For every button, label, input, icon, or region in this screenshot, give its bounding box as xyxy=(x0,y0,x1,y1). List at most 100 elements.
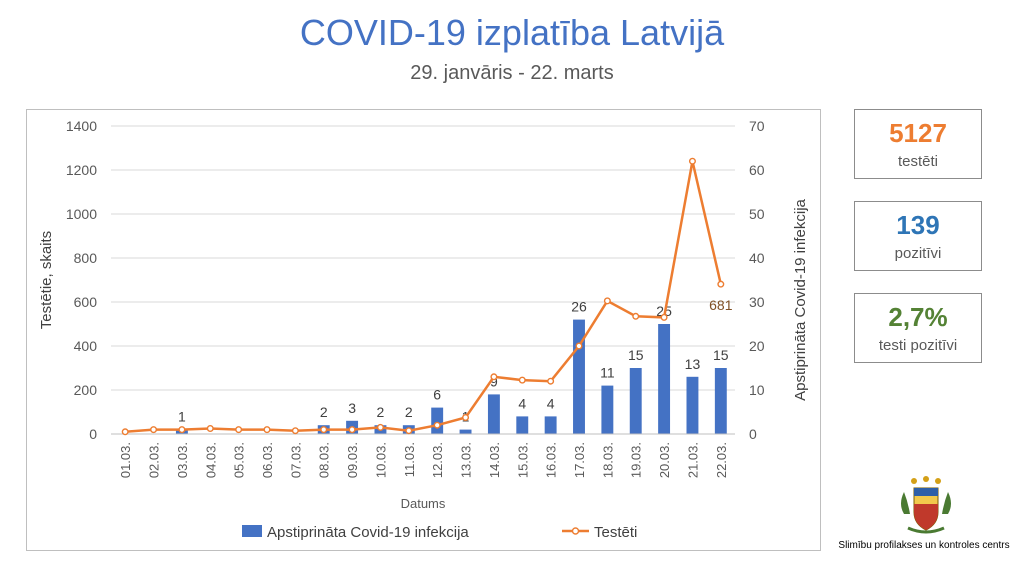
x-tick-label: 18.03. xyxy=(600,442,615,478)
kpi-positive-value: 139 xyxy=(896,210,940,240)
legend-line-marker xyxy=(571,527,580,535)
bar xyxy=(544,416,557,434)
tested-point xyxy=(121,428,129,436)
y2-tick-label: 30 xyxy=(749,294,765,310)
chart-container: 0 200 400 600 800 1000 1200 1400 0 10 20 30 40 50 60 70… xyxy=(26,109,821,551)
x-tick-label: 05.03. xyxy=(232,442,247,478)
bar-data-label: 2 xyxy=(320,404,328,420)
y2-axis-title: Apstiprināta Covid-19 infekcija xyxy=(792,198,809,400)
x-tick-label: 13.03. xyxy=(459,442,474,478)
tested-point xyxy=(150,426,158,434)
kpi-positive-rate-value: 2,7% xyxy=(888,302,948,332)
y2-tick-label: 70 xyxy=(749,118,765,134)
tested-point xyxy=(263,426,271,434)
coat-of-arms-logo xyxy=(901,476,951,534)
bar xyxy=(629,368,642,434)
x-tick-label: 11.03. xyxy=(402,442,417,477)
tested-point xyxy=(235,426,243,434)
x-tick-label: 06.03. xyxy=(260,442,275,478)
x-tick-label: 07.03. xyxy=(288,442,303,478)
bar-data-label: 2 xyxy=(405,404,413,420)
bar-data-label: 3 xyxy=(348,400,356,416)
kpi-positive-rate: 2,7% testi pozitīvi xyxy=(854,293,982,363)
y2-tick-label: 10 xyxy=(749,382,765,398)
y-tick-label: 600 xyxy=(74,294,98,310)
kpi-positive: 139 pozitīvi xyxy=(854,201,982,271)
bar xyxy=(658,324,671,434)
tested-point xyxy=(688,157,696,165)
bar-data-label: 15 xyxy=(628,347,644,363)
x-tick-label: 08.03. xyxy=(317,442,332,478)
kpi-tested-label: testēti xyxy=(897,153,939,170)
x-tick-label: 20.03. xyxy=(657,442,672,478)
tested-point xyxy=(206,425,214,433)
bar-data-label: 2 xyxy=(377,404,385,420)
line-data-label: 681 xyxy=(709,297,733,313)
bar-data-label: 4 xyxy=(518,395,526,411)
legend-bar-swatch xyxy=(242,525,262,537)
legend-bar-label: Apstiprināta Covid-19 infekcija xyxy=(267,524,469,541)
y2-tick-label: 20 xyxy=(749,338,765,354)
tested-point xyxy=(405,427,413,435)
tested-point xyxy=(547,377,555,385)
tested-point xyxy=(320,426,328,434)
bar-data-label: 13 xyxy=(685,356,701,372)
bar xyxy=(573,319,585,434)
bar xyxy=(516,416,529,434)
x-axis-title: Datums xyxy=(401,496,446,511)
y-tick-label: 200 xyxy=(74,382,98,398)
bar xyxy=(431,407,444,434)
y-tick-label: 800 xyxy=(74,250,98,266)
bar-data-label: 9 xyxy=(490,373,498,389)
bar-data-label: 26 xyxy=(571,299,587,315)
tested-point xyxy=(462,414,470,422)
tested-point xyxy=(291,427,299,435)
tested-point xyxy=(603,297,611,305)
tested-point xyxy=(717,280,725,288)
x-tick-label: 09.03. xyxy=(345,442,360,478)
tested-point xyxy=(178,426,186,434)
page-title: COVID-19 izplatība Latvijā xyxy=(299,12,725,53)
y-tick-label: 1400 xyxy=(66,118,97,134)
bar xyxy=(714,368,727,434)
tested-point xyxy=(660,313,668,321)
x-tick-label: 17.03. xyxy=(572,442,587,478)
tested-point xyxy=(433,421,441,429)
combo-chart: 0 200 400 600 800 1000 1200 1400 0 10 20 30 40 50 60 70… xyxy=(38,118,809,541)
page-subtitle: 29. janvāris - 22. marts xyxy=(410,62,614,84)
bar-data-label: 4 xyxy=(547,395,555,411)
x-tick-label: 10.03. xyxy=(373,442,388,478)
x-tick-label: 22.03. xyxy=(714,442,729,478)
y-tick-label: 1200 xyxy=(66,162,97,178)
kpi-tested: 5127 testēti xyxy=(854,109,982,179)
y2-tick-label: 40 xyxy=(749,250,765,266)
x-tick-label: 14.03. xyxy=(487,442,502,478)
x-tick-label: 15.03. xyxy=(515,442,530,478)
tested-point xyxy=(348,426,356,434)
bar xyxy=(686,376,699,434)
y2-tick-label: 0 xyxy=(749,426,757,442)
x-tick-label: 16.03. xyxy=(544,442,559,478)
kpi-positive-rate-label: testi pozitīvi xyxy=(878,337,958,354)
legend-line-label: Testēti xyxy=(594,524,637,541)
y-tick-label: 1000 xyxy=(66,206,97,222)
kpi-tested-value: 5127 xyxy=(889,118,947,148)
tested-point xyxy=(376,423,384,431)
y2-tick-label: 60 xyxy=(749,162,765,178)
organization-name: Slimību profilakses un kontroles centrs xyxy=(838,540,1010,551)
tested-line xyxy=(125,160,723,434)
tested-point xyxy=(518,376,526,384)
y-tick-label: 0 xyxy=(89,426,97,442)
bar-data-label: 15 xyxy=(713,347,729,363)
x-tick-label: 21.03. xyxy=(685,442,700,478)
kpi-positive-label: pozitīvi xyxy=(894,245,942,262)
bar xyxy=(601,385,614,434)
x-tick-label: 03.03. xyxy=(175,442,190,478)
tested-point xyxy=(490,373,498,381)
y-axis-title: Testētie, skaits xyxy=(38,231,55,329)
bar-data-label: 1 xyxy=(178,409,186,425)
x-tick-label: 02.03. xyxy=(147,442,162,478)
x-tick-label: 12.03. xyxy=(430,442,445,478)
tested-point xyxy=(632,312,640,320)
x-tick-label: 19.03. xyxy=(629,442,644,478)
